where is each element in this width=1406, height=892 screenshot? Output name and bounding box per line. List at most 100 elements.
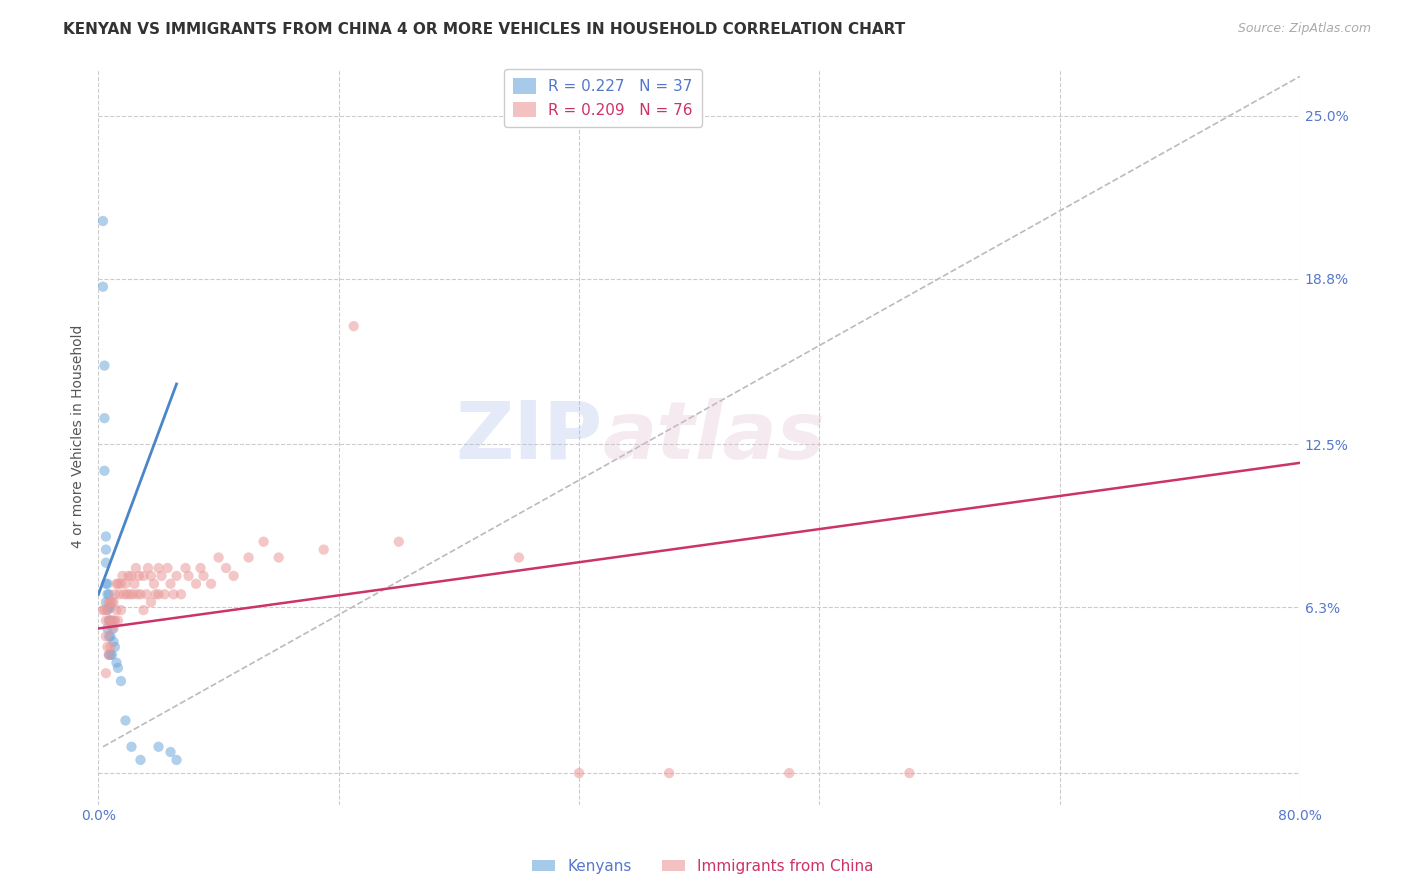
Point: [129, 753, 152, 767]
Point: [118, 587, 141, 601]
Point: [177, 569, 200, 583]
Point: [100, 614, 122, 628]
Point: [100, 600, 122, 615]
Point: [135, 587, 157, 601]
Legend: Kenyans, Immigrants from China: Kenyans, Immigrants from China: [526, 853, 880, 880]
Point: [222, 569, 245, 583]
Point: [96, 622, 118, 636]
Point: [148, 561, 170, 575]
Point: [93, 359, 115, 373]
Point: [103, 622, 125, 636]
Point: [193, 569, 215, 583]
Point: [100, 614, 122, 628]
Point: [114, 714, 136, 728]
Point: [107, 661, 129, 675]
Point: [121, 739, 143, 754]
Point: [153, 587, 176, 601]
Point: [96, 603, 118, 617]
Point: [778, 766, 800, 780]
Point: [238, 550, 260, 565]
Point: [184, 576, 207, 591]
Point: [150, 569, 173, 583]
Point: [104, 614, 127, 628]
Point: [190, 561, 212, 575]
Point: [159, 745, 181, 759]
Point: [111, 569, 134, 583]
Point: [105, 656, 128, 670]
Point: [101, 648, 124, 662]
Point: [898, 766, 921, 780]
Point: [136, 561, 159, 575]
Point: [125, 561, 148, 575]
Point: [174, 561, 197, 575]
Point: [312, 542, 335, 557]
Point: [108, 587, 131, 601]
Text: ZIP: ZIP: [456, 398, 603, 475]
Point: [124, 576, 146, 591]
Point: [97, 600, 120, 615]
Point: [97, 614, 120, 628]
Point: [94, 614, 117, 628]
Point: [100, 640, 122, 654]
Point: [93, 603, 115, 617]
Point: [200, 576, 222, 591]
Point: [94, 629, 117, 643]
Point: [148, 739, 170, 754]
Point: [101, 595, 124, 609]
Point: [139, 569, 162, 583]
Point: [132, 569, 155, 583]
Point: [91, 603, 114, 617]
Point: [94, 556, 117, 570]
Point: [115, 587, 138, 601]
Point: [94, 595, 117, 609]
Point: [132, 603, 155, 617]
Point: [94, 576, 117, 591]
Point: [91, 279, 114, 293]
Point: [148, 587, 170, 601]
Point: [100, 629, 122, 643]
Point: [122, 587, 145, 601]
Text: KENYAN VS IMMIGRANTS FROM CHINA 4 OR MORE VEHICLES IN HOUSEHOLD CORRELATION CHAR: KENYAN VS IMMIGRANTS FROM CHINA 4 OR MOR…: [63, 22, 905, 37]
Point: [207, 550, 229, 565]
Point: [97, 648, 120, 662]
Point: [170, 587, 193, 601]
Point: [129, 587, 152, 601]
Point: [166, 753, 188, 767]
Point: [121, 569, 143, 583]
Point: [96, 587, 118, 601]
Point: [127, 587, 149, 601]
Point: [94, 542, 117, 557]
Point: [139, 595, 162, 609]
Point: [93, 411, 115, 425]
Point: [105, 603, 128, 617]
Point: [159, 576, 181, 591]
Point: [105, 576, 128, 591]
Point: [104, 587, 127, 601]
Point: [114, 576, 136, 591]
Point: [104, 640, 127, 654]
Point: [96, 576, 118, 591]
Point: [96, 640, 118, 654]
Point: [107, 576, 129, 591]
Text: atlas: atlas: [603, 398, 825, 475]
Point: [110, 674, 132, 689]
Point: [103, 634, 125, 648]
Point: [97, 595, 120, 609]
Point: [100, 595, 122, 609]
Point: [568, 766, 591, 780]
Point: [110, 576, 132, 591]
Point: [103, 595, 125, 609]
Point: [100, 648, 122, 662]
Point: [94, 529, 117, 543]
Point: [112, 587, 135, 601]
Point: [143, 576, 166, 591]
Point: [253, 534, 276, 549]
Point: [97, 614, 120, 628]
Point: [101, 614, 124, 628]
Point: [267, 550, 290, 565]
Point: [93, 464, 115, 478]
Y-axis label: 4 or more Vehicles in Household: 4 or more Vehicles in Household: [72, 325, 86, 549]
Point: [97, 587, 120, 601]
Point: [101, 622, 124, 636]
Point: [343, 319, 366, 334]
